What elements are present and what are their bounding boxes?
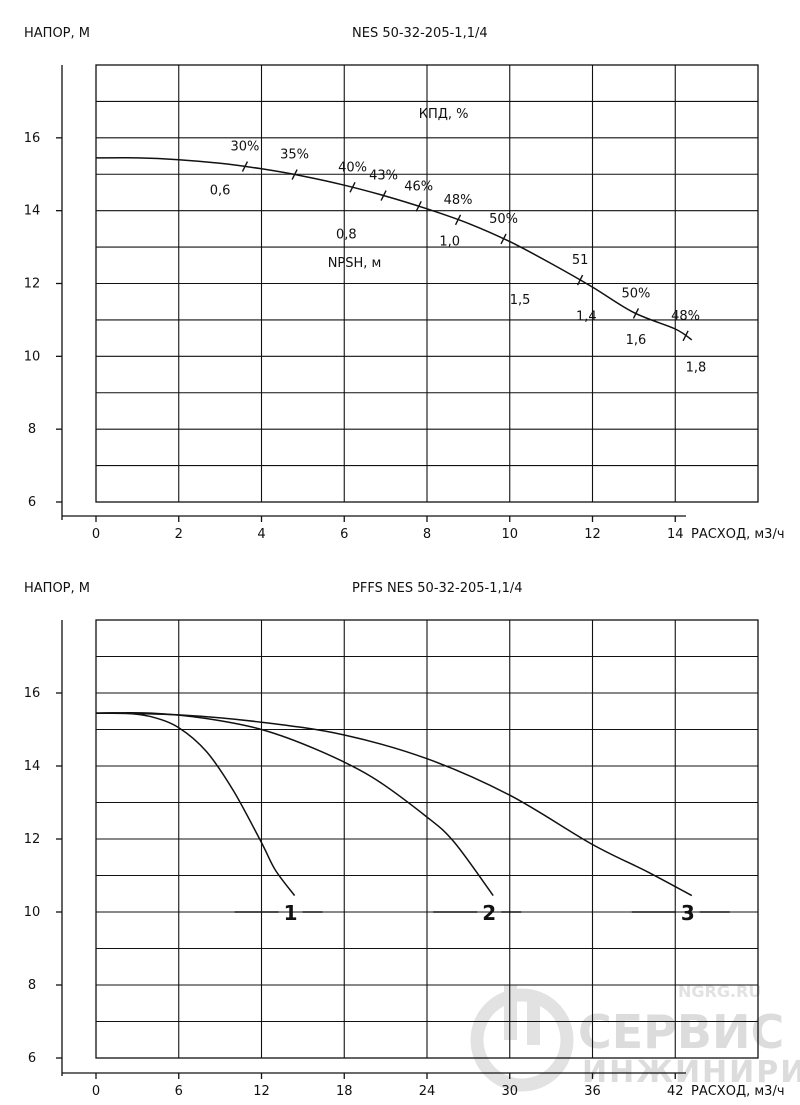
- chart1-efficiency-tick: [291, 169, 298, 180]
- chart1-x-tick-label: 0: [92, 527, 100, 542]
- chart2-series-2-label: 2: [482, 901, 496, 925]
- chart1-grid: [95, 64, 759, 503]
- chart1-efficiency-title: КПД, %: [419, 107, 469, 122]
- chart1-efficiency-tick: [576, 274, 584, 286]
- chart2-x-tick-label: 0: [92, 1084, 100, 1099]
- chart1-efficiency-tick: [500, 233, 507, 245]
- chart1-y-tick-label: 6: [28, 495, 36, 510]
- chart1-efficiency-label: 50%: [489, 212, 518, 227]
- chart1-efficiency-label: 50%: [621, 286, 650, 301]
- chart2-x-tick-label: 6: [175, 1084, 183, 1099]
- chart1-efficiency-label: 51: [572, 253, 589, 268]
- chart2-x-tick-label: 30: [501, 1084, 518, 1099]
- chart2-y-tick-label: 16: [24, 686, 41, 701]
- chart1-x-tick-label: 6: [340, 527, 348, 542]
- chart2-x-tick-label: 12: [253, 1084, 270, 1099]
- watermark-text-1: СЕРВИС: [578, 1005, 784, 1059]
- chart1-axes: 6 8 10 12 14 16 0 2 4 6 8 10 12 14: [24, 65, 686, 542]
- chart1-npsh-value: 1,6: [626, 333, 647, 348]
- chart1-efficiency-tick: [682, 330, 689, 342]
- chart1-x-tick-label: 2: [175, 527, 183, 542]
- chart1-x-tick-label: 14: [667, 527, 684, 542]
- chart1-npsh-value: 0,8: [336, 227, 357, 242]
- chart1-efficiency-tick: [632, 308, 640, 319]
- chart1-x-tick-label: 4: [257, 527, 265, 542]
- chart1-efficiency-tick: [415, 200, 422, 212]
- chart2-grid: [95, 619, 759, 1059]
- chart1-efficiency-tick: [454, 214, 462, 226]
- chart1-x-tick-label: 8: [423, 527, 431, 542]
- chart2-y-tick-label: 8: [28, 978, 36, 993]
- chart1-npsh-value: 1,0: [439, 235, 460, 250]
- chart2-y-tick-label: 6: [28, 1051, 36, 1066]
- chart2-series-3-label: 3: [681, 901, 695, 925]
- chart2-x-tick-label: 42: [667, 1084, 684, 1099]
- chart1-efficiency-label: 40%: [338, 160, 367, 175]
- chart1-efficiency-label: 48%: [671, 309, 700, 324]
- chart2-x-axis-title: РАСХОД, м3/ч: [691, 1084, 785, 1099]
- chart2-series-2-line: [95, 711, 494, 897]
- chart1-npsh-value: 1,8: [686, 360, 707, 375]
- chart1-x-tick-label: 12: [584, 527, 601, 542]
- chart2-series-1-label: 1: [284, 901, 298, 925]
- chart1-efficiency-tick: [241, 161, 249, 172]
- chart1-y-tick-label: 14: [24, 204, 41, 219]
- chart1-npsh-value: 0,6: [210, 184, 231, 199]
- chart1-x-tick-label: 10: [501, 527, 518, 542]
- chart1-title: NES 50-32-205-1,1/4: [352, 26, 488, 41]
- chart1-y-tick-label: 12: [24, 277, 41, 292]
- chart2-y-tick-label: 10: [24, 905, 41, 920]
- chart1-npsh-value: 1,4: [576, 309, 597, 324]
- chart2-series-3-line: [95, 712, 693, 897]
- chart1-efficiency-label: 43%: [369, 169, 398, 184]
- chart1-efficiency-label: 46%: [404, 179, 433, 194]
- chart1-efficiency-tick: [349, 182, 356, 193]
- chart1-efficiency-label: 48%: [444, 193, 473, 208]
- watermark-logo: [470, 985, 574, 1092]
- chart1-efficiency-tick: [380, 190, 387, 201]
- watermark: NGRG.RU СЕРВИС ИНЖИНИРИНГ: [470, 982, 800, 1092]
- chart2-y-tick-label: 12: [24, 832, 41, 847]
- chart1-npsh-title: NPSH, м: [328, 256, 382, 271]
- chart2-y-axis-title: НАПОР, М: [24, 581, 90, 596]
- chart1-y-tick-label: 10: [24, 349, 41, 364]
- chart1-efficiency-label: 35%: [280, 148, 309, 163]
- chart1-y-tick-label: 8: [28, 422, 36, 437]
- chart2-x-tick-label: 24: [419, 1084, 436, 1099]
- chart2-series-1-line: [95, 712, 296, 897]
- chart1-x-axis-title: РАСХОД, м3/ч: [691, 527, 785, 542]
- chart2-title: PFFS NES 50-32-205-1,1/4: [352, 581, 523, 596]
- chart1-npsh-value: 1,5: [510, 293, 531, 308]
- watermark-site: NGRG.RU: [678, 982, 761, 1001]
- chart2-x-tick-label: 36: [584, 1084, 601, 1099]
- chart2-x-tick-label: 18: [336, 1084, 353, 1099]
- chart2-y-tick-label: 14: [24, 759, 41, 774]
- chart-nes-performance: 6 8 10 12 14 16 0 2 4 6 8 10 12 14 НАПОР, М NES 50-32-2…: [24, 26, 785, 542]
- chart1-series-1-line: [95, 157, 693, 341]
- chart1-y-axis-title: НАПОР, М: [24, 26, 90, 41]
- chart1-efficiency-label: 30%: [230, 140, 259, 155]
- chart1-y-tick-label: 16: [24, 131, 41, 146]
